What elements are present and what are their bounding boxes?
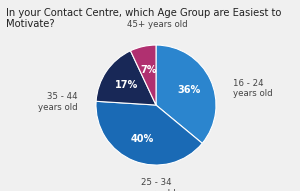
Wedge shape bbox=[156, 45, 216, 143]
Wedge shape bbox=[96, 101, 202, 165]
Text: 40%: 40% bbox=[131, 134, 154, 143]
Wedge shape bbox=[130, 45, 156, 105]
Text: 25 - 34
years old: 25 - 34 years old bbox=[136, 178, 176, 191]
Text: 35 - 44
years old: 35 - 44 years old bbox=[38, 92, 78, 112]
Text: 45+ years old: 45+ years old bbox=[127, 19, 188, 28]
Text: 17%: 17% bbox=[115, 80, 138, 90]
Text: In your Contact Centre, which Age Group are Easiest to Motivate?: In your Contact Centre, which Age Group … bbox=[6, 8, 281, 29]
Text: 7%: 7% bbox=[140, 65, 156, 75]
Wedge shape bbox=[96, 51, 156, 105]
Text: 36%: 36% bbox=[177, 85, 200, 95]
Text: 16 - 24
years old: 16 - 24 years old bbox=[233, 79, 272, 98]
